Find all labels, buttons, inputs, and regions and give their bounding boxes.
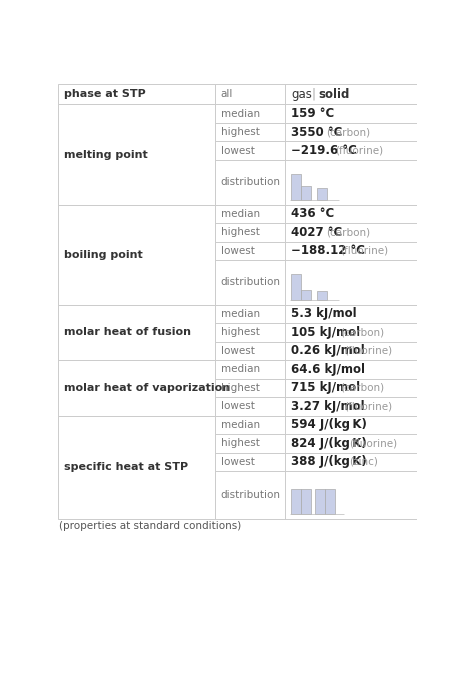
Text: 436 °C: 436 °C: [291, 207, 334, 220]
Bar: [58, 305, 215, 360]
Bar: [215, 84, 417, 104]
Text: all: all: [221, 89, 233, 100]
Bar: [215, 205, 417, 305]
Text: −219.6 °C: −219.6 °C: [291, 144, 357, 157]
Text: (zinc): (zinc): [349, 457, 378, 466]
Bar: [58, 205, 215, 305]
Text: distribution: distribution: [221, 490, 281, 500]
Bar: [215, 360, 417, 415]
Text: highest: highest: [221, 438, 259, 448]
Text: molar heat of fusion: molar heat of fusion: [64, 328, 191, 337]
Text: lowest: lowest: [221, 146, 255, 155]
Text: median: median: [221, 420, 260, 430]
Text: (fluorine): (fluorine): [344, 401, 393, 411]
Text: lowest: lowest: [221, 457, 255, 466]
Bar: [301, 187, 311, 200]
Bar: [215, 305, 417, 360]
Text: |: |: [311, 88, 315, 101]
Bar: [291, 174, 301, 200]
Text: median: median: [221, 108, 260, 119]
Text: distribution: distribution: [221, 178, 281, 187]
Text: 5.3 kJ/mol: 5.3 kJ/mol: [291, 307, 357, 321]
Text: (fluorine): (fluorine): [336, 146, 384, 155]
Bar: [215, 415, 417, 519]
Text: lowest: lowest: [221, 346, 255, 356]
Text: 594 J/(kg K): 594 J/(kg K): [291, 418, 367, 431]
Bar: [58, 84, 215, 104]
Text: 388 J/(kg K): 388 J/(kg K): [291, 455, 367, 468]
Text: melting point: melting point: [64, 149, 148, 160]
Text: phase at STP: phase at STP: [64, 89, 146, 100]
Bar: [58, 104, 215, 205]
Bar: [291, 489, 301, 514]
Text: 64.6 kJ/mol: 64.6 kJ/mol: [291, 363, 365, 376]
Text: (fluorine): (fluorine): [340, 246, 388, 256]
Text: (properties at standard conditions): (properties at standard conditions): [59, 522, 242, 531]
Text: (fluorine): (fluorine): [349, 438, 397, 448]
Bar: [315, 489, 325, 514]
Text: highest: highest: [221, 328, 259, 337]
Text: (carbon): (carbon): [326, 127, 370, 138]
Text: (fluorine): (fluorine): [344, 346, 393, 356]
Text: gas: gas: [291, 88, 312, 101]
Text: solid: solid: [318, 88, 350, 101]
Text: lowest: lowest: [221, 401, 255, 411]
Text: 0.26 kJ/mol: 0.26 kJ/mol: [291, 344, 365, 357]
Text: boiling point: boiling point: [64, 249, 143, 260]
Text: (carbon): (carbon): [340, 383, 384, 393]
Text: −188.12 °C: −188.12 °C: [291, 245, 365, 257]
Bar: [301, 489, 311, 514]
Text: (carbon): (carbon): [326, 227, 370, 237]
Text: 715 kJ/mol: 715 kJ/mol: [291, 381, 360, 395]
Text: 3550 °C: 3550 °C: [291, 126, 343, 139]
Text: median: median: [221, 209, 260, 219]
Text: lowest: lowest: [221, 246, 255, 256]
Bar: [317, 188, 327, 200]
Text: 3.27 kJ/mol: 3.27 kJ/mol: [291, 400, 365, 413]
Bar: [58, 360, 215, 415]
Bar: [317, 292, 327, 300]
Text: 4027 °C: 4027 °C: [291, 226, 343, 239]
Bar: [215, 104, 417, 205]
Bar: [58, 415, 215, 519]
Text: highest: highest: [221, 127, 259, 138]
Text: 159 °C: 159 °C: [291, 107, 334, 120]
Text: 824 J/(kg K): 824 J/(kg K): [291, 437, 367, 450]
Text: specific heat at STP: specific heat at STP: [64, 462, 188, 472]
Bar: [301, 290, 311, 300]
Text: median: median: [221, 364, 260, 375]
Text: median: median: [221, 309, 260, 319]
Bar: [325, 489, 335, 514]
Text: distribution: distribution: [221, 277, 281, 287]
Text: highest: highest: [221, 227, 259, 237]
Text: highest: highest: [221, 383, 259, 393]
Bar: [291, 274, 301, 300]
Text: (carbon): (carbon): [340, 328, 384, 337]
Text: molar heat of vaporization: molar heat of vaporization: [64, 383, 230, 393]
Text: 105 kJ/mol: 105 kJ/mol: [291, 326, 360, 339]
